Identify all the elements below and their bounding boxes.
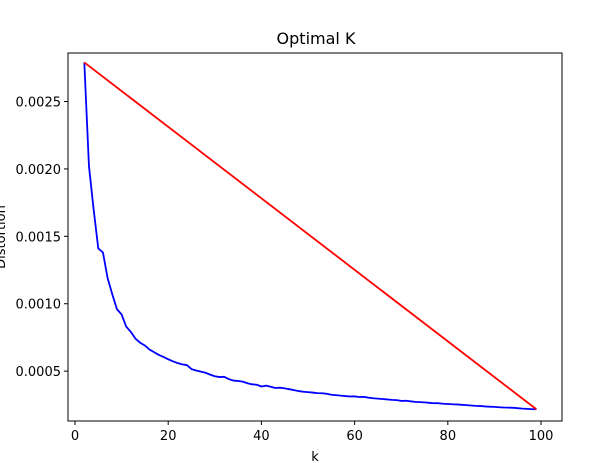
y-tick-label: 0.0015 — [16, 230, 62, 245]
x-tick-label: 20 — [160, 429, 177, 444]
x-tick-label: 0 — [71, 429, 79, 444]
y-tick-label: 0.0010 — [16, 298, 62, 313]
y-tick-label: 0.0020 — [16, 163, 62, 178]
y-tick-label: 0.0025 — [16, 96, 62, 111]
chart-title: Optimal K — [277, 29, 356, 48]
x-tick-label: 100 — [529, 429, 554, 444]
x-tick-label: 40 — [253, 429, 270, 444]
y-axis-label: Distortion — [0, 205, 9, 269]
x-tick-label: 60 — [346, 429, 363, 444]
x-axis-label: k — [311, 450, 319, 463]
x-tick-label: 80 — [440, 429, 457, 444]
y-tick-label: 0.0005 — [16, 365, 62, 380]
